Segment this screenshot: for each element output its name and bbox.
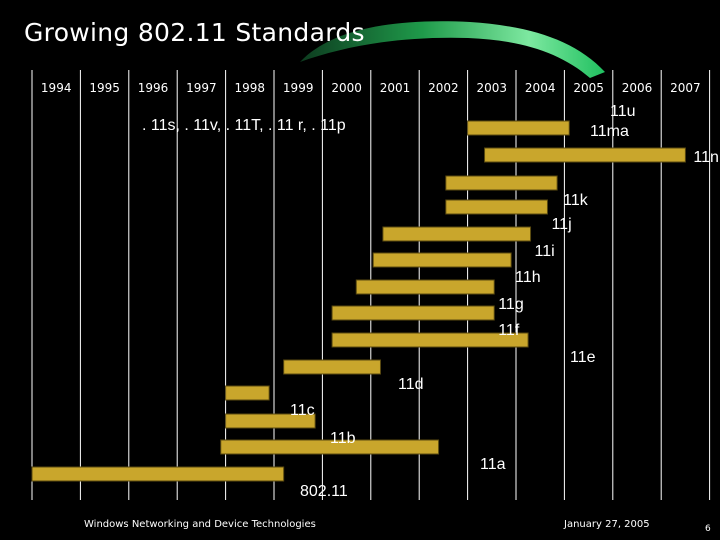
year-label: 1997 (186, 81, 217, 95)
bar-11g (355, 279, 495, 295)
bar-11f (331, 305, 495, 321)
year-label: 2003 (477, 81, 508, 95)
year-label: 1994 (41, 81, 72, 95)
bar-11h (372, 252, 512, 268)
bar-11j (445, 199, 548, 215)
label-11k: 11k (563, 192, 589, 209)
label-11h: 11h (515, 269, 541, 286)
bar-labels: 11u 11ma 11n 11k 11j 11i 11h 11g 11f 11e 11d 11c 11b… (290, 103, 719, 500)
year-label: 2002 (428, 81, 459, 95)
label-11g: 11g (498, 296, 524, 313)
label-11f: 11f (498, 322, 520, 339)
bar-11k (445, 175, 558, 191)
swoosh-graphic (300, 21, 605, 78)
year-label: 2004 (525, 81, 556, 95)
label-11a: 11a (480, 456, 506, 473)
label-11u: 11u (610, 103, 636, 120)
label-11d: 11d (398, 376, 424, 393)
year-label: 2007 (670, 81, 701, 95)
label-11c: 11c (290, 402, 315, 419)
swoosh-shape (300, 21, 605, 78)
page-title: Growing 802.11 Standards (24, 18, 365, 47)
label-80211: 802.11 (300, 483, 348, 500)
footer-date: January 27, 2005 (564, 519, 650, 530)
year-label: 1995 (89, 81, 120, 95)
label-11e: 11e (570, 349, 596, 366)
bar-11c (225, 385, 270, 401)
year-label: 2005 (573, 81, 604, 95)
label-11i: 11i (535, 243, 555, 260)
label-11j: 11j (551, 216, 571, 233)
label-11b: 11b (330, 430, 356, 447)
bar-11a (220, 439, 440, 455)
year-label: 1998 (235, 81, 266, 95)
bars (31, 120, 686, 482)
year-label: 1999 (283, 81, 314, 95)
page-number: 6 (705, 524, 711, 534)
bar-11i (382, 226, 532, 242)
year-label: 2001 (380, 81, 411, 95)
bar-11d (283, 359, 381, 375)
year-label: 2006 (622, 81, 653, 95)
footer-left: Windows Networking and Device Technologi… (84, 519, 316, 530)
bar-11n (484, 147, 686, 163)
bar-11ma (467, 120, 570, 136)
year-label: 1996 (138, 81, 169, 95)
bar-80211 (31, 466, 285, 482)
chart-annotation: . 11s, . 11v, . 11T, . 11 r, . 11p (142, 117, 346, 134)
year-label: 2000 (331, 81, 362, 95)
label-11ma: 11ma (590, 123, 629, 140)
label-11n: 11n (693, 149, 719, 166)
bar-11e (331, 332, 529, 348)
bar-11b (225, 413, 316, 429)
